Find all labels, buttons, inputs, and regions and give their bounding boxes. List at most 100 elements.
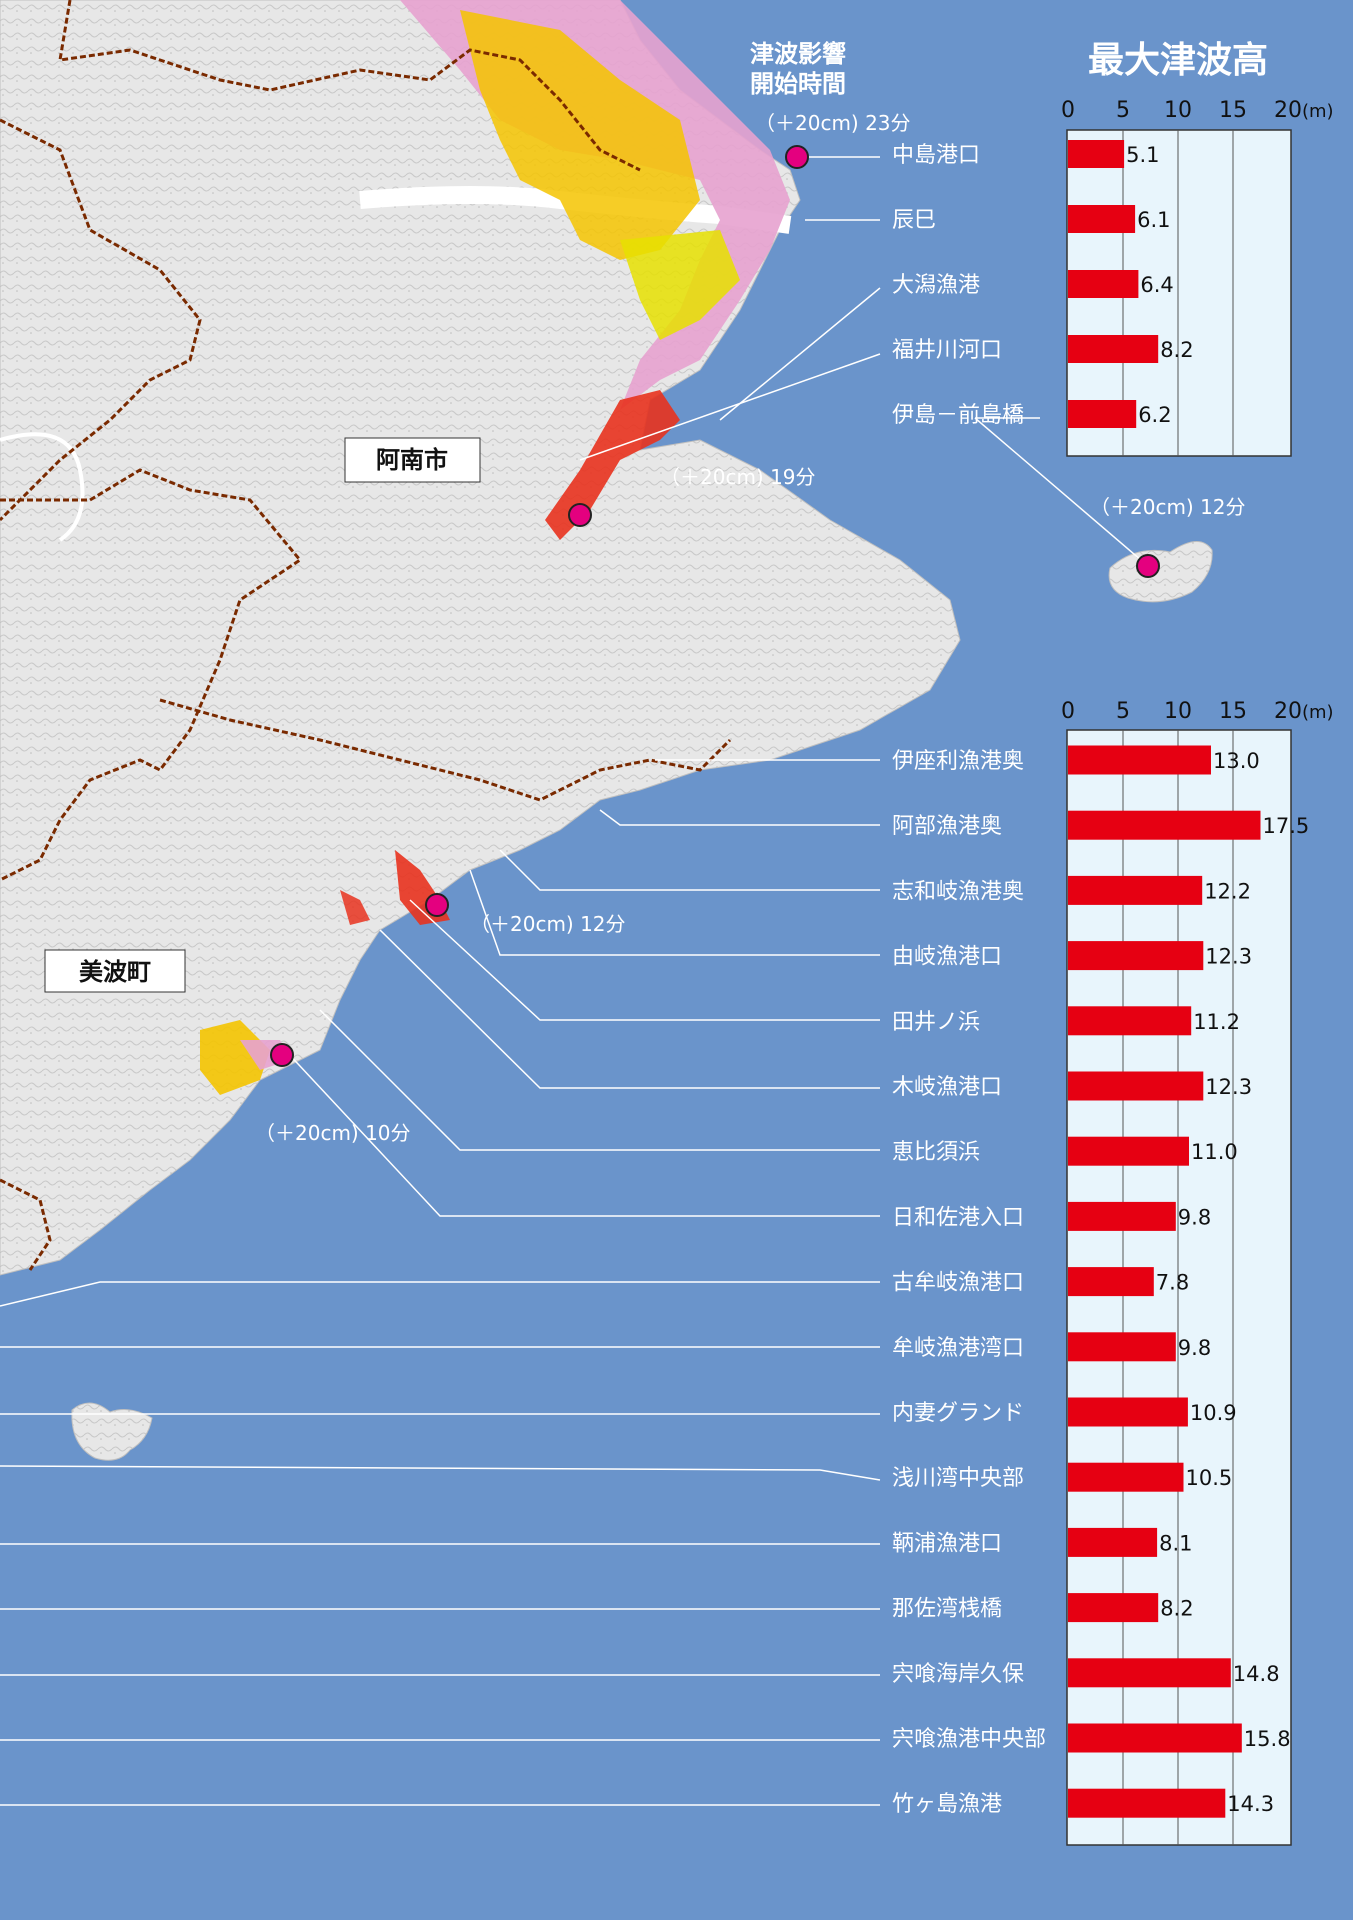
bar [1068, 205, 1136, 233]
value-label: 10.5 [1186, 1466, 1233, 1490]
value-label: 13.0 [1213, 749, 1260, 773]
leader-lines-bottom [0, 759, 881, 1806]
inundation-mixed [200, 1020, 270, 1095]
bar [1068, 140, 1125, 168]
bar [1068, 1788, 1226, 1818]
inundation-red-3 [340, 890, 370, 925]
municipal-border-4 [159, 698, 732, 802]
river-branch [0, 432, 85, 542]
value-label: 11.0 [1191, 1140, 1238, 1164]
value-label: 11.2 [1193, 1010, 1240, 1034]
category-label: 古牟岐漁港口 [892, 1271, 1024, 1296]
unit-label: (m) [1302, 702, 1334, 723]
arrival-label-5: （＋20cm) 10分 [255, 1121, 411, 1145]
small-island [71, 1402, 153, 1461]
value-label: 7.8 [1156, 1271, 1189, 1295]
tick-label: 0 [1061, 98, 1075, 123]
tick-label: 5 [1116, 98, 1130, 123]
chart-top: 0 5 10 15 20 (m) 中島港口 5.1 辰巳 6.1 大潟漁港 6.4 福井川河口 8.2 伊島… [892, 98, 1334, 457]
value-label: 6.1 [1137, 208, 1170, 232]
category-label: 宍喰海岸久保 [892, 1662, 1024, 1687]
bar [1068, 1332, 1176, 1362]
category-label: 中島港口 [892, 143, 980, 168]
bar [1068, 1658, 1231, 1688]
tick-label: 10 [1164, 699, 1192, 724]
tick-label: 5 [1116, 699, 1130, 724]
arrival-label-4: （＋20cm) 12分 [470, 912, 626, 936]
category-label: 辰巳 [892, 208, 936, 233]
tick-label: 20 [1274, 699, 1302, 724]
bar [1068, 941, 1204, 971]
arrival-dot-5 [270, 1043, 294, 1067]
arrival-dot-2 [568, 503, 592, 527]
category-label: 由岐漁港口 [892, 945, 1002, 970]
category-label: 宍喰漁港中央部 [892, 1727, 1046, 1752]
value-label: 14.3 [1227, 1792, 1274, 1816]
bar [1068, 810, 1261, 840]
tick-label: 15 [1219, 699, 1247, 724]
tick-label: 15 [1219, 98, 1247, 123]
bar [1068, 1006, 1192, 1036]
category-label: 内妻グランド [892, 1401, 1024, 1426]
value-label: 12.2 [1204, 879, 1251, 903]
category-label: 志和岐漁港奥 [892, 879, 1024, 904]
bar [1068, 1723, 1242, 1753]
category-label: 竹ヶ島漁港 [892, 1792, 1002, 1817]
arrival-dot-1 [785, 145, 809, 169]
value-label: 5.1 [1126, 143, 1159, 167]
category-label: 浅川湾中央部 [892, 1466, 1024, 1491]
value-label: 8.1 [1159, 1531, 1192, 1555]
municipal-border-3 [0, 468, 303, 882]
arrival-heading-line2: 開始時間 [750, 70, 846, 98]
arrival-marker-2: （＋20cm) 19分 [568, 465, 816, 527]
bar [1068, 875, 1203, 905]
tick-label: 10 [1164, 98, 1192, 123]
bar [1068, 1071, 1204, 1101]
bar [1068, 1136, 1189, 1166]
municipal-border [58, 0, 641, 172]
municipal-border-2 [0, 118, 202, 522]
category-label: 木岐漁港口 [892, 1075, 1002, 1100]
arrival-dot-4 [425, 893, 449, 917]
value-label: 8.2 [1160, 1597, 1193, 1621]
bar [1068, 1527, 1158, 1557]
value-label: 14.8 [1233, 1662, 1280, 1686]
arrival-label-2: （＋20cm) 19分 [660, 465, 816, 489]
unit-label: (m) [1302, 101, 1334, 122]
value-label: 10.9 [1190, 1401, 1237, 1425]
arrival-marker-5: （＋20cm) 10分 [255, 1043, 411, 1145]
value-label: 8.2 [1160, 338, 1193, 362]
bar [1068, 1593, 1159, 1623]
category-label: 那佐湾桟橋 [892, 1597, 1002, 1622]
chart-title: 最大津波高 [1088, 40, 1268, 81]
arrival-marker-3: （＋20cm) 12分 [1090, 495, 1246, 578]
area-label-minami-text: 美波町 [79, 958, 151, 986]
bar [1068, 1201, 1176, 1231]
arrival-label-1: （＋20cm) 23分 [755, 111, 911, 135]
arrival-label-3: （＋20cm) 12分 [1090, 495, 1246, 519]
arrival-marker-4: （＋20cm) 12分 [425, 893, 626, 936]
inundation-red [545, 390, 680, 540]
value-label: 9.8 [1178, 1205, 1211, 1229]
category-label: 恵比須浜 [892, 1140, 980, 1165]
category-label: 伊島－前島橋 [892, 403, 1024, 428]
area-label-minami: 美波町 [44, 949, 186, 993]
category-label: 阿部漁港奥 [892, 814, 1002, 839]
category-label: 田井ノ浜 [892, 1010, 980, 1035]
category-label: 牟岐漁港湾口 [892, 1336, 1024, 1361]
value-label: 15.8 [1244, 1727, 1291, 1751]
category-label: 日和佐港入口 [892, 1205, 1024, 1230]
bar [1068, 1397, 1188, 1427]
bar [1068, 335, 1159, 363]
arrival-dot-3 [1136, 554, 1160, 578]
area-label-anan: 阿南市 [344, 437, 481, 483]
tick-label: 20 [1274, 98, 1302, 123]
bar [1068, 745, 1211, 775]
value-label: 12.3 [1205, 945, 1252, 969]
category-label: 伊座利漁港奥 [892, 749, 1024, 774]
leader-lines-top [579, 156, 1149, 567]
municipal-border-5 [0, 1178, 52, 1271]
chart-bottom: 0 5 10 15 20 (m) 伊座利漁港奥 13.0 阿部漁港奥 17.5 志和岐漁港奥 12.2… [892, 699, 1334, 1846]
inundation-yellow [460, 10, 700, 260]
area-label-anan-text: 阿南市 [376, 446, 448, 474]
